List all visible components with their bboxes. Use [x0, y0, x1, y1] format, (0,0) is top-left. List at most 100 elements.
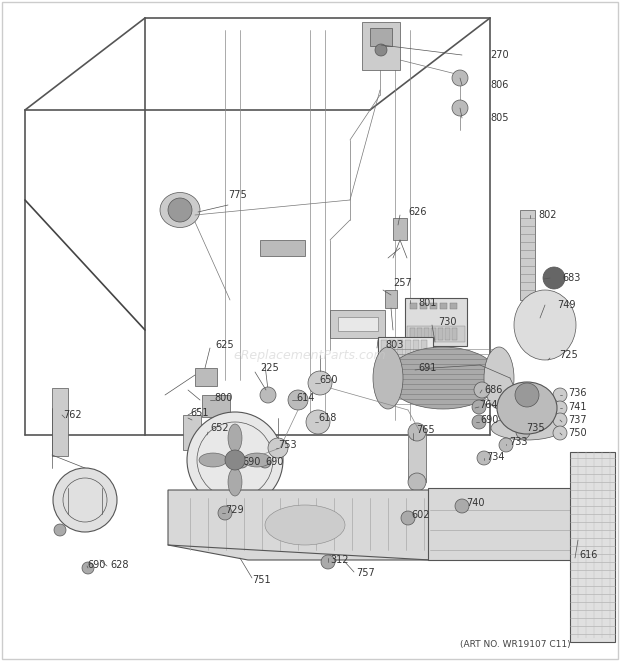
- Text: 735: 735: [526, 423, 544, 433]
- Text: 652: 652: [210, 423, 229, 433]
- Circle shape: [455, 499, 469, 513]
- Bar: [570, 452, 615, 642]
- Circle shape: [236, 456, 248, 468]
- Bar: [452, 328, 457, 340]
- Text: 691: 691: [418, 363, 436, 373]
- Circle shape: [168, 198, 192, 222]
- Bar: [202, 395, 230, 417]
- Text: 614: 614: [296, 393, 314, 403]
- Text: 690: 690: [265, 457, 283, 467]
- Text: eReplacementParts.com: eReplacementParts.com: [234, 348, 386, 362]
- Text: (ART NO. WR19107 C11): (ART NO. WR19107 C11): [459, 641, 570, 650]
- Bar: [424, 328, 429, 340]
- Text: 650: 650: [319, 375, 337, 385]
- Text: 312: 312: [330, 555, 348, 565]
- Text: 736: 736: [568, 388, 587, 398]
- Ellipse shape: [199, 453, 227, 467]
- Text: 734: 734: [486, 452, 505, 462]
- Text: 801: 801: [418, 298, 436, 308]
- Bar: [389, 340, 395, 375]
- Circle shape: [543, 267, 565, 289]
- Bar: [450, 303, 457, 309]
- Text: 690: 690: [242, 457, 260, 467]
- Circle shape: [401, 511, 415, 525]
- Text: 750: 750: [568, 428, 587, 438]
- Text: 616: 616: [579, 550, 598, 560]
- Ellipse shape: [243, 453, 271, 467]
- Text: 751: 751: [252, 575, 270, 585]
- Circle shape: [408, 423, 426, 441]
- Bar: [52, 388, 68, 456]
- Bar: [260, 240, 305, 256]
- Text: 741: 741: [568, 402, 587, 412]
- Circle shape: [54, 524, 66, 536]
- Text: 765: 765: [416, 425, 435, 435]
- Circle shape: [259, 456, 271, 468]
- Text: 775: 775: [228, 190, 247, 200]
- Text: 690: 690: [480, 415, 498, 425]
- Bar: [421, 340, 427, 375]
- Bar: [420, 303, 427, 309]
- Circle shape: [515, 383, 539, 407]
- Text: 757: 757: [356, 568, 374, 578]
- Circle shape: [375, 44, 387, 56]
- Bar: [410, 303, 417, 309]
- Text: 625: 625: [215, 340, 234, 350]
- Bar: [431, 328, 436, 340]
- Bar: [378, 337, 433, 377]
- Circle shape: [472, 415, 486, 429]
- Bar: [408, 432, 426, 482]
- Circle shape: [452, 100, 468, 116]
- Ellipse shape: [373, 347, 403, 409]
- Bar: [430, 303, 437, 309]
- Text: 686: 686: [484, 385, 502, 395]
- Bar: [438, 328, 443, 340]
- Ellipse shape: [228, 468, 242, 496]
- Circle shape: [477, 451, 491, 465]
- Circle shape: [308, 371, 332, 395]
- Text: 805: 805: [490, 113, 508, 123]
- Circle shape: [553, 413, 567, 427]
- Text: 651: 651: [190, 408, 208, 418]
- Bar: [227, 488, 245, 512]
- Bar: [413, 340, 419, 375]
- Circle shape: [268, 438, 288, 458]
- Circle shape: [197, 425, 217, 445]
- Bar: [183, 415, 201, 450]
- Text: 753: 753: [278, 440, 296, 450]
- Bar: [440, 303, 447, 309]
- Text: 806: 806: [490, 80, 508, 90]
- Circle shape: [218, 506, 232, 520]
- Text: 740: 740: [466, 498, 484, 508]
- Bar: [330, 310, 385, 338]
- Circle shape: [474, 382, 490, 398]
- Bar: [445, 328, 450, 340]
- Text: 618: 618: [318, 413, 337, 423]
- Circle shape: [321, 555, 335, 569]
- Circle shape: [553, 401, 567, 415]
- Circle shape: [187, 412, 283, 508]
- Text: 683: 683: [562, 273, 580, 283]
- Bar: [362, 22, 400, 70]
- Text: 737: 737: [568, 415, 587, 425]
- Circle shape: [499, 438, 513, 452]
- Polygon shape: [168, 490, 430, 560]
- Text: 764: 764: [479, 400, 497, 410]
- Bar: [405, 340, 411, 375]
- Bar: [407, 326, 465, 342]
- Bar: [428, 488, 598, 560]
- Bar: [520, 210, 535, 300]
- Text: 626: 626: [408, 207, 427, 217]
- Text: 803: 803: [385, 340, 404, 350]
- Bar: [405, 298, 467, 346]
- Ellipse shape: [497, 382, 557, 434]
- Ellipse shape: [228, 424, 242, 452]
- Bar: [393, 218, 407, 240]
- Circle shape: [472, 400, 486, 414]
- Circle shape: [225, 450, 245, 470]
- Text: 602: 602: [411, 510, 430, 520]
- Circle shape: [260, 387, 276, 403]
- Text: 733: 733: [509, 437, 528, 447]
- Text: 257: 257: [393, 278, 412, 288]
- Text: 225: 225: [260, 363, 279, 373]
